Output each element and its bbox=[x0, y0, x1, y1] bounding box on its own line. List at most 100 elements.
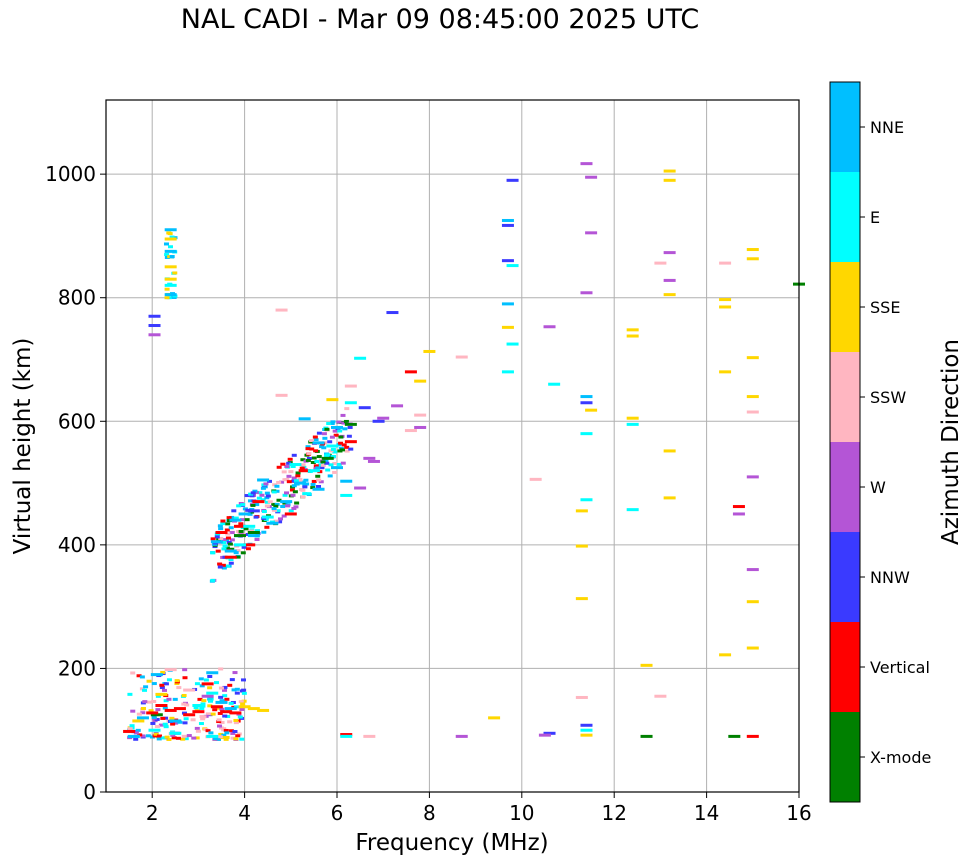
colorbar-swatch bbox=[830, 712, 860, 802]
echo-cluster-point bbox=[275, 509, 281, 513]
echo-cluster-point bbox=[330, 420, 336, 424]
plot-area bbox=[106, 100, 799, 792]
echo-cluster-point bbox=[263, 482, 269, 486]
echo-cluster-point bbox=[175, 736, 181, 740]
echo-point-sse bbox=[164, 265, 177, 269]
echo-cluster-point bbox=[159, 683, 165, 687]
echo-cluster-point bbox=[288, 509, 294, 513]
echo-cluster-point bbox=[231, 688, 237, 692]
echo-cluster-point bbox=[143, 685, 149, 689]
echo-cluster-point bbox=[190, 718, 196, 722]
echo-point-w bbox=[746, 475, 759, 479]
echo-point-nne bbox=[215, 700, 228, 704]
echo-cluster-point bbox=[167, 245, 173, 249]
echo-point-vertical bbox=[340, 733, 353, 737]
echo-cluster-point bbox=[223, 728, 229, 732]
echo-point-xmode bbox=[247, 531, 260, 534]
echo-cluster-point bbox=[280, 462, 286, 466]
echo-cluster-point bbox=[155, 708, 161, 712]
echo-point-e bbox=[340, 734, 353, 738]
echo-point-sse bbox=[423, 349, 436, 353]
echo-cluster-point bbox=[191, 736, 197, 740]
echo-point-ssw bbox=[719, 261, 732, 265]
y-tick-label: 0 bbox=[83, 780, 96, 804]
echo-point-sse bbox=[488, 716, 501, 720]
echo-cluster-point bbox=[221, 728, 227, 732]
x-tick-label: 16 bbox=[786, 801, 811, 825]
echo-cluster-point bbox=[250, 491, 256, 495]
echo-cluster-point bbox=[166, 231, 172, 235]
echo-cluster-point bbox=[210, 537, 216, 541]
echo-cluster-point bbox=[163, 682, 169, 686]
chart-title: NAL CADI - Mar 09 08:45:00 2025 UTC bbox=[180, 4, 700, 35]
echo-cluster-point bbox=[160, 670, 166, 674]
echo-cluster-point bbox=[235, 549, 241, 553]
echo-point-vertical bbox=[123, 729, 136, 733]
echo-point-nne bbox=[331, 425, 343, 429]
echo-cluster-point bbox=[207, 686, 213, 690]
echo-cluster-point bbox=[241, 691, 247, 695]
echo-point-w bbox=[663, 278, 676, 282]
echo-cluster-point bbox=[263, 517, 269, 521]
echo-point-e bbox=[501, 370, 514, 374]
echo-cluster-point bbox=[328, 463, 334, 467]
echo-point-vertical bbox=[746, 734, 759, 738]
echo-point-w bbox=[580, 291, 593, 295]
echo-cluster-point bbox=[318, 480, 324, 484]
echo-cluster-point bbox=[329, 421, 335, 425]
echo-cluster-point bbox=[172, 697, 178, 701]
echo-cluster-point bbox=[266, 479, 272, 483]
echo-cluster-point bbox=[136, 674, 142, 678]
echo-cluster-point bbox=[240, 702, 246, 706]
echo-point-nnw bbox=[372, 419, 385, 423]
echo-point-e bbox=[233, 543, 246, 547]
echo-cluster-point bbox=[161, 688, 167, 692]
echo-cluster-point bbox=[316, 431, 322, 435]
echo-cluster-point bbox=[238, 529, 244, 533]
echo-cluster-point bbox=[205, 712, 211, 716]
echo-cluster-point bbox=[234, 687, 240, 691]
echo-cluster-point bbox=[284, 465, 290, 469]
echo-cluster-point bbox=[333, 433, 339, 437]
echo-cluster-point bbox=[210, 578, 216, 582]
echo-cluster-point bbox=[173, 721, 179, 725]
echo-cluster-point bbox=[220, 519, 226, 523]
echo-point-w bbox=[201, 694, 214, 698]
echo-cluster-point bbox=[260, 498, 266, 502]
echo-cluster-point bbox=[233, 718, 239, 722]
echo-cluster-point bbox=[234, 691, 240, 695]
echo-point-e bbox=[164, 283, 177, 287]
echo-cluster-point bbox=[156, 737, 162, 741]
echo-cluster-point bbox=[236, 504, 242, 508]
echo-cluster-point bbox=[212, 708, 218, 712]
echo-cluster-point bbox=[226, 540, 232, 544]
echo-cluster-point bbox=[311, 456, 317, 460]
echo-cluster-point bbox=[133, 737, 139, 741]
echo-point-e bbox=[192, 704, 205, 707]
echo-cluster-point bbox=[240, 551, 246, 555]
echo-point-e bbox=[307, 469, 320, 473]
echo-cluster-point bbox=[327, 440, 333, 444]
echo-cluster-point bbox=[276, 480, 282, 484]
echo-cluster-point bbox=[137, 733, 143, 737]
colorbar-swatch bbox=[830, 622, 860, 712]
x-tick-label: 4 bbox=[238, 801, 251, 825]
echo-cluster-point bbox=[291, 453, 297, 457]
echo-cluster-point bbox=[313, 438, 319, 442]
echo-cluster-point bbox=[163, 725, 169, 729]
echo-cluster-point bbox=[341, 443, 347, 447]
echo-point-sse bbox=[746, 600, 759, 604]
echo-point-sse bbox=[132, 719, 145, 723]
echo-point-sse bbox=[164, 277, 177, 281]
echo-cluster-point bbox=[289, 488, 295, 492]
echo-cluster-point bbox=[228, 701, 234, 705]
y-tick-label: 200 bbox=[58, 656, 96, 680]
echo-point-w bbox=[148, 333, 161, 337]
echo-point-w bbox=[391, 404, 404, 408]
echo-cluster-point bbox=[282, 501, 288, 505]
echo-cluster-point bbox=[218, 732, 224, 736]
echo-cluster-point bbox=[248, 529, 254, 533]
echo-cluster-point bbox=[264, 496, 270, 500]
echo-point-w bbox=[377, 416, 390, 420]
echo-cluster-point bbox=[161, 736, 167, 740]
